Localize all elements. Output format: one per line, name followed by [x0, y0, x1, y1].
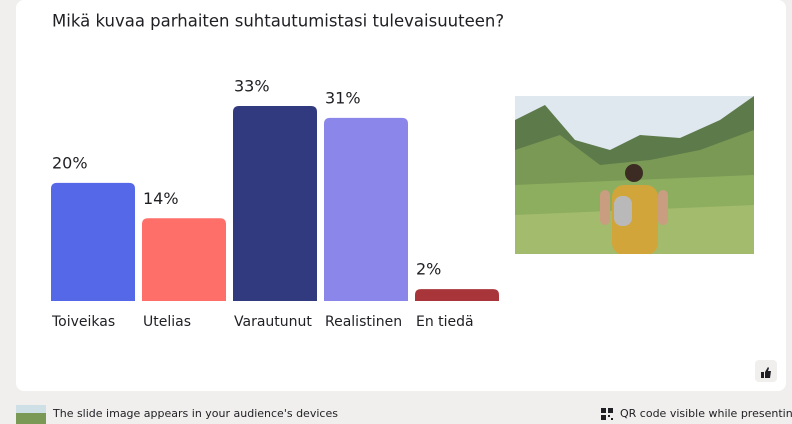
- value-label: 2%: [416, 260, 441, 279]
- slide-image: [515, 96, 754, 254]
- value-label: 33%: [234, 77, 270, 96]
- bar: [51, 182, 135, 301]
- qr-icon: [601, 408, 613, 420]
- footer-thumbnail: [16, 405, 46, 424]
- footer-qr-note: QR code visible while presenting: [620, 407, 792, 420]
- category-label: Varautunut: [234, 314, 312, 330]
- category-label: Utelias: [143, 314, 191, 330]
- bar: [415, 289, 499, 301]
- bar: [233, 106, 317, 301]
- footer-image-note: The slide image appears in your audience…: [52, 407, 338, 420]
- value-label: 31%: [325, 88, 361, 107]
- category-label: Realistinen: [325, 314, 402, 330]
- reaction-button[interactable]: [755, 360, 777, 382]
- bar: [324, 117, 408, 302]
- bar: [142, 218, 226, 301]
- category-label: Toiveikas: [51, 314, 115, 330]
- category-label: En tiedä: [416, 314, 474, 330]
- chart-title: Mikä kuvaa parhaiten suhtautumistasi tul…: [52, 12, 504, 31]
- value-label: 20%: [52, 153, 88, 172]
- value-label: 14%: [143, 189, 179, 208]
